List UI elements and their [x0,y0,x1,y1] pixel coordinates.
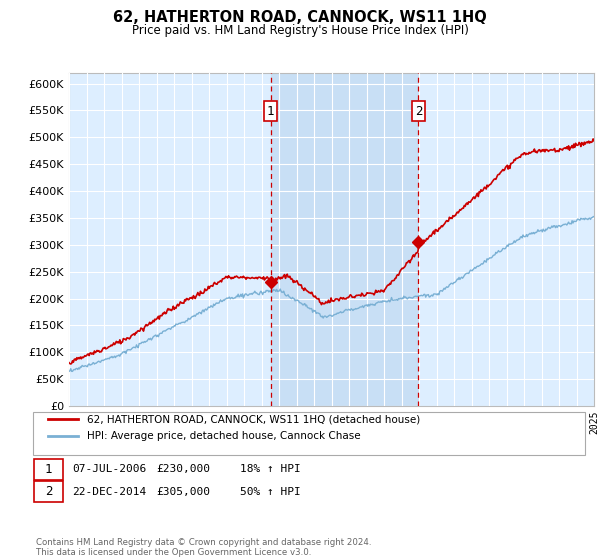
Text: £305,000: £305,000 [156,487,210,497]
Text: £230,000: £230,000 [156,464,210,474]
Text: Price paid vs. HM Land Registry's House Price Index (HPI): Price paid vs. HM Land Registry's House … [131,24,469,37]
Text: 62, HATHERTON ROAD, CANNOCK, WS11 1HQ (detached house): 62, HATHERTON ROAD, CANNOCK, WS11 1HQ (d… [87,414,420,424]
Text: 1: 1 [267,105,274,118]
Text: 2: 2 [45,485,52,498]
Text: 07-JUL-2006: 07-JUL-2006 [72,464,146,474]
Text: 50% ↑ HPI: 50% ↑ HPI [240,487,301,497]
Text: HPI: Average price, detached house, Cannock Chase: HPI: Average price, detached house, Cann… [87,431,361,441]
Bar [271,73,418,406]
Text: 62, HATHERTON ROAD, CANNOCK, WS11 1HQ: 62, HATHERTON ROAD, CANNOCK, WS11 1HQ [113,10,487,25]
Text: 1: 1 [45,463,52,476]
Text: 18% ↑ HPI: 18% ↑ HPI [240,464,301,474]
Text: 2: 2 [415,105,422,118]
Text: 22-DEC-2014: 22-DEC-2014 [72,487,146,497]
Text: Contains HM Land Registry data © Crown copyright and database right 2024.
This d: Contains HM Land Registry data © Crown c… [36,538,371,557]
